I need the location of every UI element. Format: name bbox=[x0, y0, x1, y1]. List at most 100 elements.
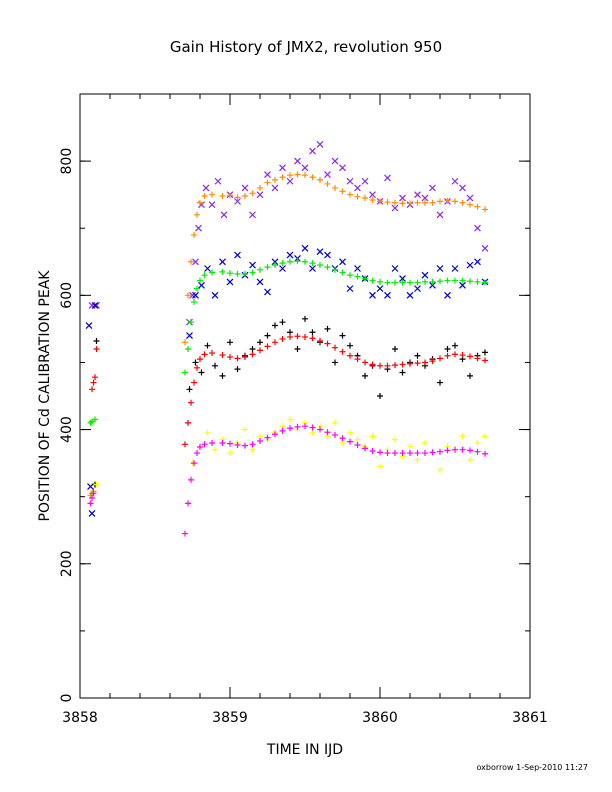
data-point bbox=[452, 277, 458, 284]
series-5 bbox=[92, 315, 488, 488]
data-point bbox=[256, 278, 264, 286]
data-point bbox=[191, 299, 197, 306]
data-point bbox=[399, 194, 406, 202]
data-point bbox=[272, 322, 278, 329]
data-point bbox=[369, 291, 376, 299]
data-point bbox=[459, 199, 466, 206]
data-point bbox=[182, 441, 188, 448]
data-point bbox=[384, 450, 391, 457]
data-point bbox=[264, 179, 271, 186]
data-point bbox=[211, 291, 219, 299]
data-point bbox=[287, 333, 293, 340]
data-point bbox=[92, 416, 98, 423]
data-point bbox=[377, 278, 383, 285]
data-point bbox=[376, 285, 384, 293]
data-point bbox=[287, 425, 293, 432]
data-point bbox=[192, 291, 199, 299]
data-point bbox=[444, 197, 451, 204]
data-point bbox=[369, 277, 376, 284]
data-point bbox=[182, 339, 188, 346]
axes: 3858 3859 3860 3861 0 200 400 600 800 bbox=[59, 93, 548, 726]
data-point bbox=[194, 364, 200, 371]
data-point bbox=[354, 184, 361, 192]
data-point bbox=[219, 193, 226, 200]
data-point bbox=[459, 184, 466, 192]
data-point bbox=[422, 199, 428, 206]
data-point bbox=[302, 258, 308, 265]
y-tick-label: 800 bbox=[59, 148, 75, 175]
x-axis-label: TIME IN IJD bbox=[266, 742, 343, 758]
data-point bbox=[264, 343, 271, 350]
data-point bbox=[219, 372, 226, 379]
data-point bbox=[201, 193, 208, 200]
data-point bbox=[302, 172, 308, 179]
data-point bbox=[392, 436, 398, 443]
data-point bbox=[85, 322, 93, 329]
data-point bbox=[91, 301, 99, 309]
data-point bbox=[346, 177, 354, 185]
y-tick-label: 200 bbox=[59, 550, 75, 577]
data-point bbox=[256, 191, 264, 199]
data-point bbox=[197, 199, 203, 206]
data-point bbox=[369, 433, 376, 440]
data-point bbox=[324, 251, 331, 259]
data-point bbox=[362, 445, 368, 452]
data-point bbox=[194, 285, 200, 292]
x-tick-label: 3860 bbox=[362, 710, 398, 726]
data-point bbox=[227, 270, 233, 277]
data-point bbox=[90, 490, 97, 497]
data-point bbox=[93, 481, 100, 488]
data-point bbox=[242, 270, 248, 277]
data-point bbox=[452, 351, 458, 358]
data-point bbox=[249, 351, 256, 358]
data-point bbox=[279, 164, 286, 172]
data-point bbox=[429, 358, 436, 365]
data-point bbox=[234, 251, 241, 259]
data-point bbox=[294, 258, 301, 265]
data-point bbox=[437, 448, 443, 455]
data-point bbox=[354, 273, 361, 280]
data-point bbox=[339, 164, 346, 172]
data-point bbox=[377, 362, 383, 369]
data-point bbox=[192, 258, 199, 266]
data-point bbox=[436, 211, 444, 219]
data-point bbox=[384, 291, 391, 299]
series-8 bbox=[87, 423, 488, 537]
data-point bbox=[227, 192, 233, 199]
data-point bbox=[189, 291, 196, 299]
data-point bbox=[302, 333, 308, 340]
data-point bbox=[422, 359, 428, 366]
data-point bbox=[332, 266, 338, 273]
data-point bbox=[279, 174, 286, 181]
data-point bbox=[466, 261, 474, 269]
data-point bbox=[241, 184, 249, 192]
data-point bbox=[192, 359, 199, 366]
data-point bbox=[324, 264, 331, 271]
data-point bbox=[452, 342, 458, 349]
data-point bbox=[93, 337, 100, 344]
data-point bbox=[208, 201, 216, 209]
data-point bbox=[209, 350, 215, 357]
data-point bbox=[474, 258, 481, 266]
data-point bbox=[301, 244, 309, 252]
data-point bbox=[362, 275, 368, 282]
data-point bbox=[354, 441, 361, 448]
data-point bbox=[185, 500, 191, 507]
data-point bbox=[406, 291, 414, 299]
data-point bbox=[474, 355, 481, 362]
data-point bbox=[309, 147, 316, 155]
data-point bbox=[271, 184, 279, 192]
data-point bbox=[444, 291, 451, 299]
data-point bbox=[369, 448, 376, 455]
data-point bbox=[354, 436, 361, 443]
data-point bbox=[437, 278, 443, 285]
data-point bbox=[377, 393, 383, 399]
data-point bbox=[391, 265, 399, 272]
data-point bbox=[220, 211, 228, 219]
data-point bbox=[347, 342, 353, 349]
data-point bbox=[212, 446, 218, 453]
data-point bbox=[302, 315, 308, 322]
data-point bbox=[444, 346, 451, 353]
data-point bbox=[286, 177, 294, 185]
